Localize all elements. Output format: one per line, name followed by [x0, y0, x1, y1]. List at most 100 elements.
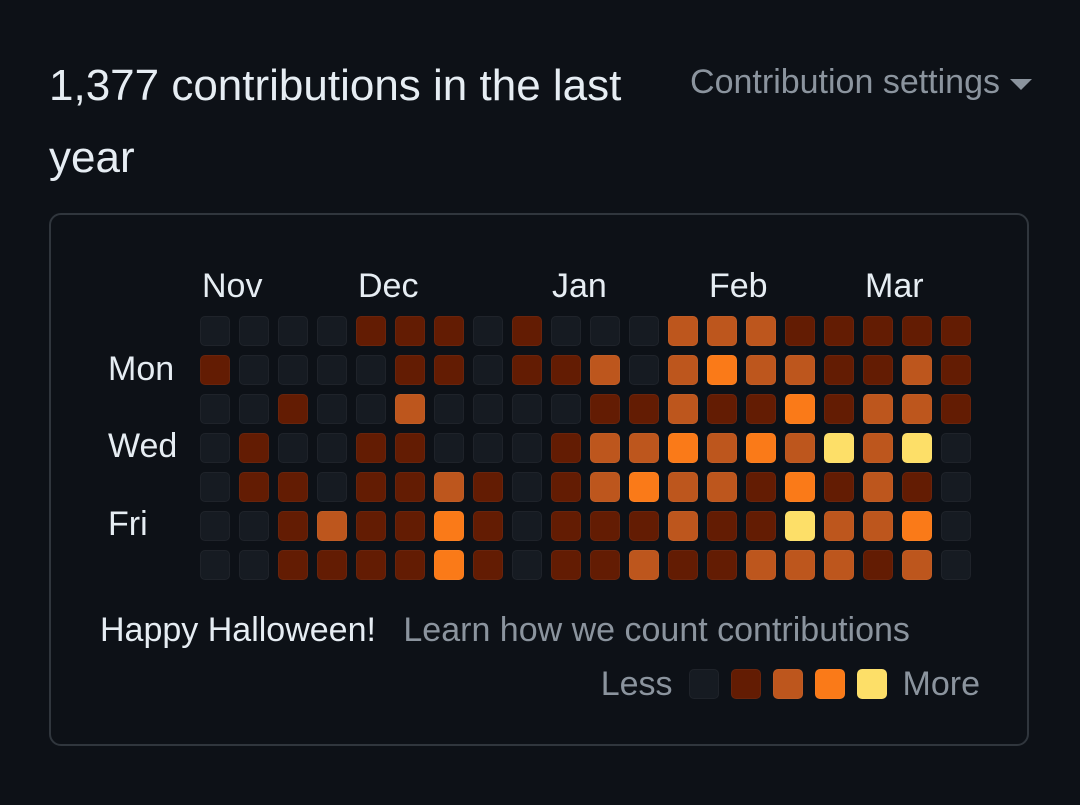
contribution-day-cell[interactable]: [707, 433, 737, 463]
contribution-day-cell[interactable]: [512, 550, 542, 580]
contribution-day-cell[interactable]: [551, 472, 581, 502]
contribution-day-cell[interactable]: [785, 550, 815, 580]
contribution-day-cell[interactable]: [590, 355, 620, 385]
contribution-day-cell[interactable]: [278, 316, 308, 346]
contribution-day-cell[interactable]: [551, 433, 581, 463]
contribution-day-cell[interactable]: [629, 355, 659, 385]
contribution-day-cell[interactable]: [902, 394, 932, 424]
contribution-day-cell[interactable]: [551, 550, 581, 580]
contribution-settings-button[interactable]: Contribution settings: [690, 60, 1032, 104]
contribution-day-cell[interactable]: [512, 394, 542, 424]
contribution-day-cell[interactable]: [746, 550, 776, 580]
contribution-day-cell[interactable]: [473, 472, 503, 502]
contribution-day-cell[interactable]: [239, 316, 269, 346]
contribution-day-cell[interactable]: [395, 394, 425, 424]
contribution-day-cell[interactable]: [629, 316, 659, 346]
contribution-day-cell[interactable]: [317, 550, 347, 580]
contribution-day-cell[interactable]: [239, 433, 269, 463]
contribution-day-cell[interactable]: [278, 394, 308, 424]
contribution-day-cell[interactable]: [785, 316, 815, 346]
contribution-day-cell[interactable]: [317, 472, 347, 502]
contribution-day-cell[interactable]: [395, 472, 425, 502]
contribution-day-cell[interactable]: [278, 511, 308, 541]
contribution-day-cell[interactable]: [200, 550, 230, 580]
contribution-day-cell[interactable]: [590, 433, 620, 463]
contribution-day-cell[interactable]: [239, 550, 269, 580]
contribution-day-cell[interactable]: [863, 355, 893, 385]
contribution-day-cell[interactable]: [278, 472, 308, 502]
contribution-day-cell[interactable]: [590, 316, 620, 346]
contribution-day-cell[interactable]: [434, 511, 464, 541]
contribution-day-cell[interactable]: [746, 511, 776, 541]
contribution-day-cell[interactable]: [473, 550, 503, 580]
contribution-day-cell[interactable]: [278, 355, 308, 385]
contribution-day-cell[interactable]: [746, 433, 776, 463]
contribution-day-cell[interactable]: [785, 355, 815, 385]
contribution-day-cell[interactable]: [356, 394, 386, 424]
contribution-day-cell[interactable]: [473, 394, 503, 424]
contribution-day-cell[interactable]: [863, 316, 893, 346]
contribution-day-cell[interactable]: [551, 355, 581, 385]
contribution-day-cell[interactable]: [239, 472, 269, 502]
contribution-day-cell[interactable]: [863, 433, 893, 463]
contribution-day-cell[interactable]: [746, 394, 776, 424]
contribution-day-cell[interactable]: [512, 511, 542, 541]
contribution-day-cell[interactable]: [551, 394, 581, 424]
contribution-day-cell[interactable]: [473, 511, 503, 541]
contribution-day-cell[interactable]: [200, 433, 230, 463]
contribution-day-cell[interactable]: [629, 433, 659, 463]
contribution-day-cell[interactable]: [785, 394, 815, 424]
contribution-day-cell[interactable]: [590, 472, 620, 502]
contribution-day-cell[interactable]: [629, 511, 659, 541]
contribution-day-cell[interactable]: [863, 511, 893, 541]
contribution-day-cell[interactable]: [200, 355, 230, 385]
contribution-day-cell[interactable]: [902, 511, 932, 541]
contribution-day-cell[interactable]: [239, 355, 269, 385]
contribution-day-cell[interactable]: [629, 472, 659, 502]
contribution-day-cell[interactable]: [278, 433, 308, 463]
contribution-day-cell[interactable]: [512, 316, 542, 346]
contribution-day-cell[interactable]: [356, 433, 386, 463]
contribution-day-cell[interactable]: [668, 316, 698, 346]
contribution-day-cell[interactable]: [863, 394, 893, 424]
contribution-day-cell[interactable]: [902, 550, 932, 580]
contribution-day-cell[interactable]: [902, 355, 932, 385]
contribution-day-cell[interactable]: [785, 433, 815, 463]
contribution-day-cell[interactable]: [824, 472, 854, 502]
contribution-day-cell[interactable]: [629, 394, 659, 424]
contribution-day-cell[interactable]: [941, 550, 971, 580]
contribution-day-cell[interactable]: [746, 316, 776, 346]
contribution-day-cell[interactable]: [941, 511, 971, 541]
contribution-day-cell[interactable]: [356, 472, 386, 502]
contribution-day-cell[interactable]: [746, 472, 776, 502]
contribution-day-cell[interactable]: [434, 472, 464, 502]
contribution-day-cell[interactable]: [824, 394, 854, 424]
contribution-day-cell[interactable]: [200, 394, 230, 424]
contribution-day-cell[interactable]: [434, 550, 464, 580]
contribution-day-cell[interactable]: [668, 394, 698, 424]
contribution-day-cell[interactable]: [278, 550, 308, 580]
contribution-day-cell[interactable]: [746, 355, 776, 385]
contribution-day-cell[interactable]: [434, 316, 464, 346]
contribution-day-cell[interactable]: [473, 355, 503, 385]
contribution-day-cell[interactable]: [395, 355, 425, 385]
contribution-day-cell[interactable]: [707, 316, 737, 346]
contribution-day-cell[interactable]: [590, 511, 620, 541]
contribution-day-cell[interactable]: [590, 550, 620, 580]
contribution-day-cell[interactable]: [239, 511, 269, 541]
contribution-day-cell[interactable]: [902, 472, 932, 502]
contribution-day-cell[interactable]: [473, 316, 503, 346]
contribution-day-cell[interactable]: [668, 511, 698, 541]
contribution-day-cell[interactable]: [707, 472, 737, 502]
contribution-day-cell[interactable]: [239, 394, 269, 424]
contribution-day-cell[interactable]: [395, 316, 425, 346]
contribution-day-cell[interactable]: [668, 550, 698, 580]
contribution-day-cell[interactable]: [317, 511, 347, 541]
contribution-day-cell[interactable]: [590, 394, 620, 424]
contribution-day-cell[interactable]: [941, 472, 971, 502]
contribution-day-cell[interactable]: [707, 550, 737, 580]
learn-contributions-link[interactable]: Learn how we count contributions: [403, 611, 910, 649]
contribution-day-cell[interactable]: [668, 433, 698, 463]
contribution-day-cell[interactable]: [512, 433, 542, 463]
contribution-day-cell[interactable]: [863, 550, 893, 580]
